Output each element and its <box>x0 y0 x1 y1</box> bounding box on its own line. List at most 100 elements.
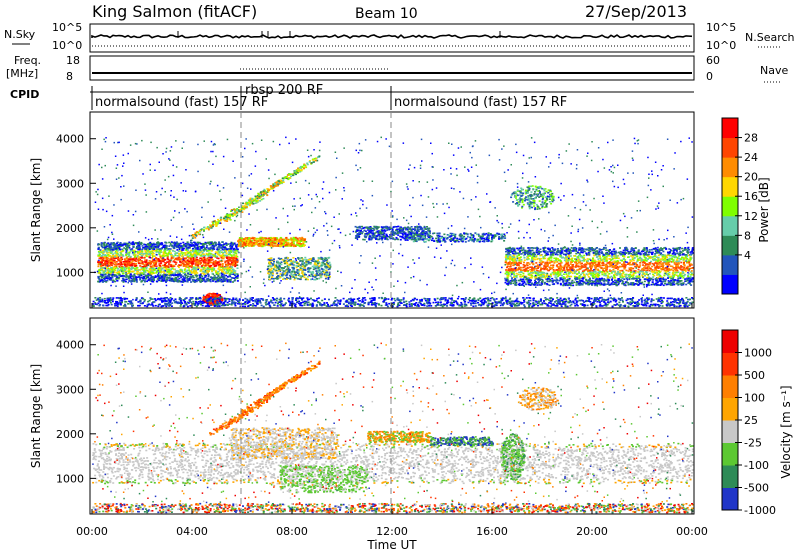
data-cell <box>687 251 690 254</box>
data-cell <box>526 270 529 273</box>
data-cell <box>198 245 201 248</box>
data-cell <box>643 247 646 249</box>
data-cell <box>194 272 197 275</box>
data-cell <box>221 248 224 251</box>
data-cell <box>665 254 668 257</box>
data-cell <box>558 274 561 276</box>
data-cell <box>175 276 177 279</box>
data-cell <box>675 260 678 263</box>
data-cell <box>231 244 233 247</box>
data-cell <box>580 276 583 279</box>
data-cell <box>691 247 694 249</box>
data-cell <box>626 263 629 265</box>
data-cell <box>153 268 155 271</box>
data-cell <box>225 250 228 252</box>
data-cell <box>689 258 692 261</box>
data-cell <box>99 280 102 282</box>
data-cell <box>223 249 226 251</box>
data-cell <box>116 250 119 252</box>
data-cell <box>552 266 555 269</box>
data-cell <box>539 265 542 267</box>
data-cell <box>566 279 569 282</box>
data-cell <box>570 259 573 261</box>
data-cell <box>220 274 223 277</box>
data-cell <box>143 277 146 280</box>
data-cell <box>187 271 190 274</box>
data-cell <box>157 246 160 248</box>
data-cell <box>548 280 551 283</box>
data-cell <box>547 247 550 250</box>
data-cell <box>162 254 165 256</box>
data-cell <box>148 268 151 270</box>
data-cell <box>187 249 189 251</box>
noise-right-tick-bottom: 10^0 <box>706 39 736 52</box>
data-cell <box>234 263 237 265</box>
data-cell <box>136 250 139 253</box>
data-cell <box>620 265 623 268</box>
data-cell <box>531 271 534 274</box>
data-cell <box>104 270 107 273</box>
data-cell <box>675 266 678 269</box>
data-cell <box>121 254 124 256</box>
data-cell <box>598 282 601 285</box>
data-cell <box>536 253 539 256</box>
data-cell <box>616 265 619 268</box>
data-cell <box>578 271 580 273</box>
data-cell <box>154 276 156 279</box>
data-cell <box>100 263 103 266</box>
data-cell <box>197 243 200 245</box>
data-cell <box>192 250 194 253</box>
data-cell <box>103 242 106 244</box>
data-cell <box>235 263 238 266</box>
data-cell <box>533 267 536 269</box>
data-cell <box>111 253 114 255</box>
data-cell <box>536 264 539 266</box>
data-cell <box>199 263 202 266</box>
data-cell <box>523 280 526 283</box>
data-cell <box>546 280 549 283</box>
data-cell <box>203 261 206 264</box>
data-cell <box>208 265 211 267</box>
data-cell <box>111 281 114 283</box>
freq-tick-bottom: 8 <box>66 70 73 83</box>
data-cell <box>655 252 658 254</box>
data-cell <box>213 248 216 250</box>
data-cell <box>684 269 687 272</box>
data-cell <box>196 244 199 247</box>
data-cell <box>168 276 171 279</box>
data-cell <box>607 276 610 279</box>
data-cell <box>574 266 577 268</box>
data-cell <box>201 260 204 262</box>
data-cell <box>628 283 631 285</box>
data-cell <box>645 264 648 266</box>
data-cell <box>674 248 677 250</box>
data-cell <box>98 251 101 254</box>
data-cell <box>191 255 194 258</box>
data-cell <box>137 252 140 254</box>
data-cell <box>128 254 131 257</box>
data-cell <box>563 265 566 267</box>
data-cell <box>505 253 508 256</box>
data-cell <box>516 255 519 257</box>
data-cell <box>159 270 162 272</box>
data-cell <box>175 270 178 272</box>
data-cell <box>203 248 206 251</box>
data-cell <box>185 260 188 263</box>
data-cell <box>595 283 598 285</box>
data-cell <box>678 254 681 256</box>
data-cell <box>168 272 171 274</box>
data-cell <box>519 262 522 265</box>
data-cell <box>187 275 189 278</box>
data-cell <box>207 260 210 263</box>
data-cell <box>116 248 119 250</box>
data-cell <box>667 283 670 286</box>
data-cell <box>168 270 171 273</box>
data-cell <box>203 271 206 273</box>
data-cell <box>196 251 199 254</box>
data-cell <box>669 282 672 285</box>
data-cell <box>207 274 210 277</box>
data-cell <box>110 246 113 249</box>
data-cell <box>132 257 135 260</box>
data-cell <box>514 281 517 283</box>
data-cell <box>193 245 196 247</box>
